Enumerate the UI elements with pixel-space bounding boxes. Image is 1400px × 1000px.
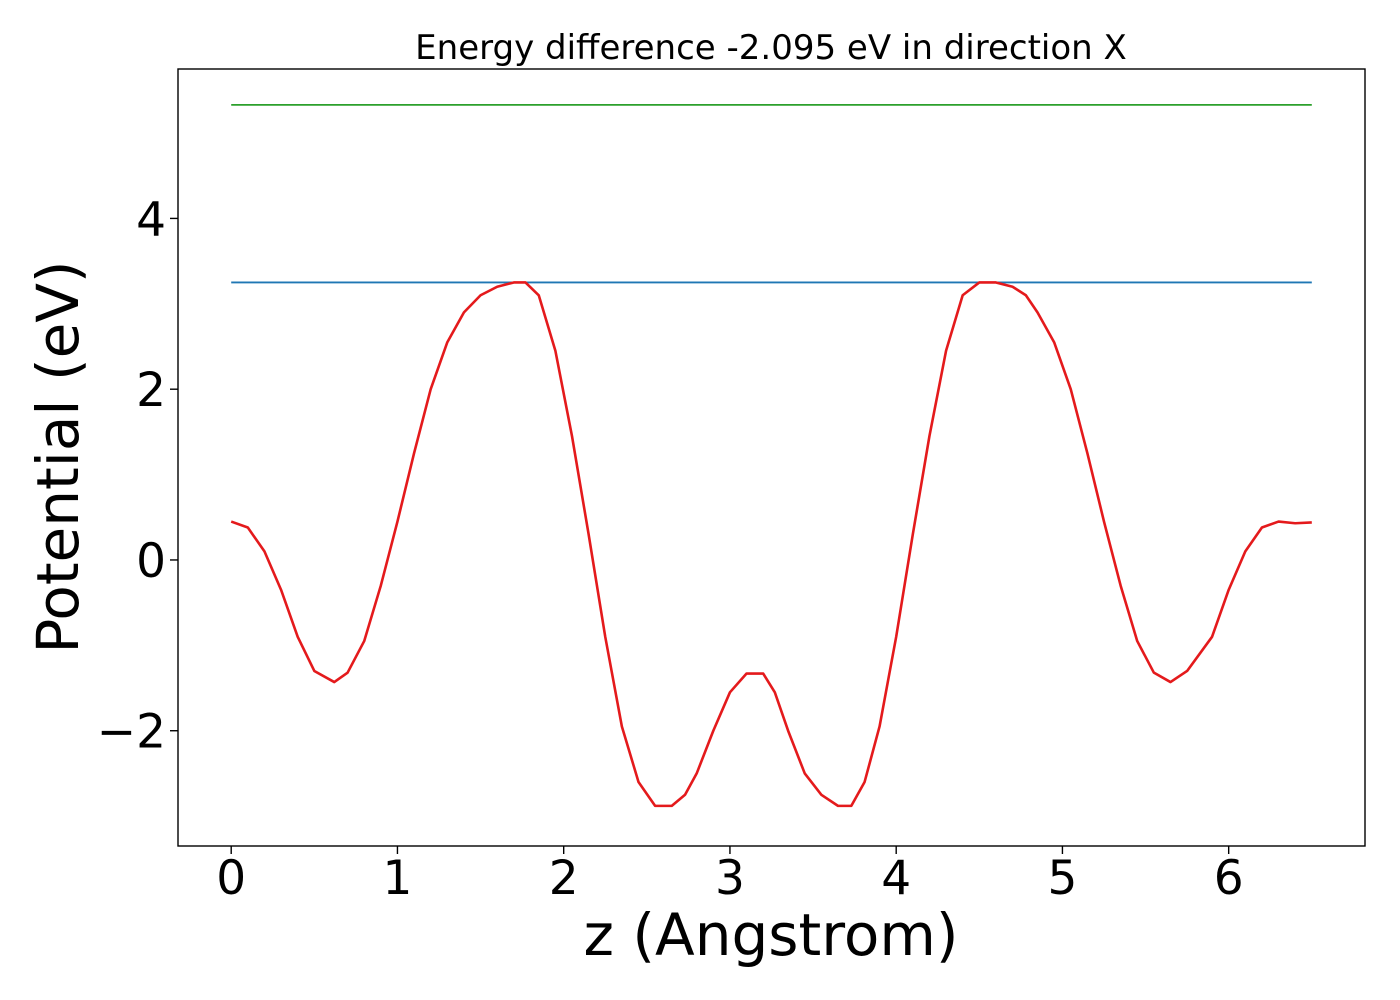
x-tick-label: 3 — [715, 851, 745, 906]
y-axis-label: Potential (eV) — [24, 260, 92, 653]
plot-title: Energy difference -2.095 eV in direction… — [415, 28, 1127, 68]
y-tick-label: 4 — [136, 192, 166, 247]
x-tick-label: 1 — [382, 851, 412, 906]
x-tick-label: 2 — [549, 851, 579, 906]
x-axis-label: z (Angstrom) — [584, 901, 959, 969]
y-tick-label: 2 — [136, 363, 166, 418]
x-tick-label: 4 — [881, 851, 911, 906]
x-tick-label: 6 — [1214, 851, 1244, 906]
tick-layer: 0 1 2 3 4 5 6 −2 0 2 4 — [97, 192, 1244, 906]
y-tick-label: −2 — [97, 705, 166, 760]
chart-title: Energy difference -2.095 eV in direction… — [415, 28, 1127, 68]
x-tick-label: 5 — [1047, 851, 1077, 906]
plot-frame — [177, 68, 1366, 847]
y-tick-label: 0 — [136, 534, 166, 589]
series-line-2 — [230, 281, 1312, 808]
series-layer — [230, 103, 1312, 808]
x-tick-label: 0 — [216, 851, 246, 906]
